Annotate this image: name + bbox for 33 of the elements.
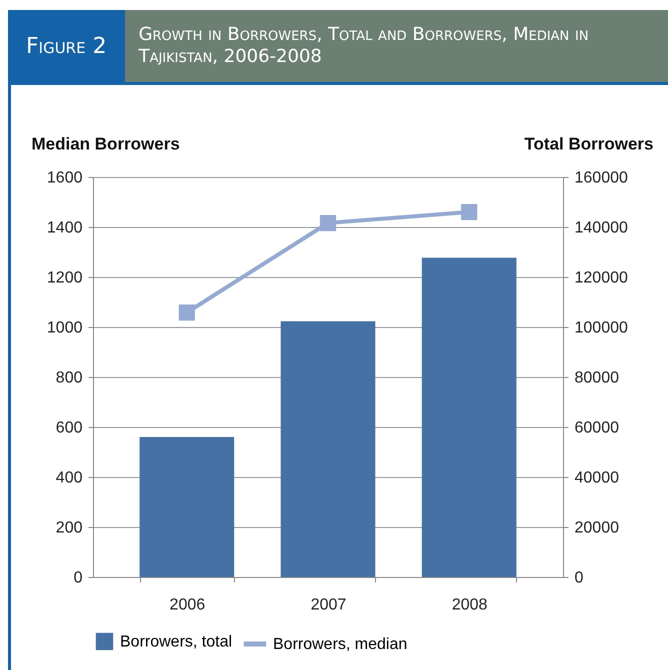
- y-tick-label: 1000: [46, 320, 83, 336]
- y-tick-label: 400: [56, 470, 83, 486]
- legend-label: Borrowers, total: [120, 634, 232, 650]
- point: [178, 304, 195, 321]
- legend-label: Borrowers, median: [273, 636, 408, 653]
- x-tick-label: 2008: [452, 596, 488, 614]
- point: [320, 214, 336, 232]
- y-tick-label: 600: [56, 420, 83, 436]
- y2-tick-label: 140000: [574, 220, 628, 236]
- bar: [280, 321, 376, 577]
- y-tick-label: 800: [56, 370, 83, 386]
- bar: [422, 258, 516, 577]
- y2-tick-label: 60000: [574, 420, 620, 436]
- x-tick-label: 2006: [170, 596, 206, 614]
- y2-tick-label: 120000: [574, 270, 628, 286]
- y-tick-label: 1200: [46, 270, 83, 286]
- chart-title: Growth in Borrowers, Total and Borrowers, Median in Tajikistan, 2006-2008: [124, 10, 668, 82]
- y2-tick-label: 100000: [574, 320, 628, 336]
- x-tick-label: 2007: [310, 596, 346, 614]
- y-tick-label: 0: [74, 570, 83, 586]
- y2-tick-label: 40000: [574, 470, 620, 486]
- caption: Figure 2: [8, 10, 125, 82]
- y2-tick-label: 80000: [574, 370, 620, 386]
- y2-tick-label: 160000: [574, 170, 628, 186]
- y-tick-label: 1400: [46, 220, 83, 236]
- y2-tick-label: 20000: [574, 520, 620, 536]
- y-tick-label: 200: [56, 520, 83, 536]
- bar: [140, 437, 234, 577]
- y2-tick-label: 0: [574, 570, 584, 586]
- y2-axis-title: Total Borrowers: [524, 134, 654, 154]
- y-tick-label: 1600: [46, 170, 83, 186]
- y-axis-title: Median Borrowers: [32, 134, 180, 154]
- point: [461, 204, 478, 220]
